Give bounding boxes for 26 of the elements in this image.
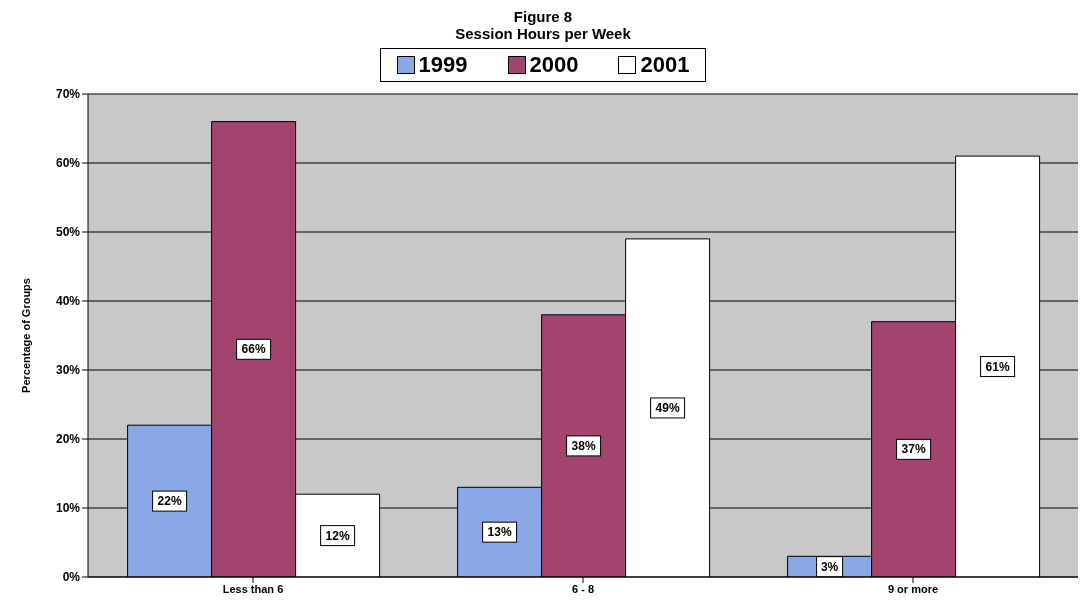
data-label: 12% [325, 528, 350, 543]
y-tick-label: 20% [55, 432, 81, 447]
y-tick-label: 10% [55, 501, 81, 516]
legend-label: 1999 [418, 52, 468, 78]
y-tick-label: 0% [62, 570, 81, 585]
x-tick-label: 6 - 8 [571, 582, 595, 595]
legend-label: 2000 [529, 52, 579, 78]
y-axis-title: Percentage of Groups [19, 278, 32, 393]
data-label: 37% [901, 442, 926, 457]
data-label: 3% [820, 559, 839, 574]
y-tick-label: 30% [55, 363, 81, 378]
data-label: 49% [655, 400, 680, 415]
data-label: 22% [157, 494, 182, 509]
x-tick-label: Less than 6 [222, 582, 284, 595]
data-label: 38% [571, 438, 596, 453]
y-tick-label: 60% [55, 156, 81, 171]
data-label: 66% [241, 342, 266, 357]
chart-title: Figure 8 [512, 8, 574, 25]
data-label: 13% [487, 525, 512, 540]
data-label: 61% [985, 359, 1010, 374]
y-tick-label: 70% [55, 87, 81, 102]
y-tick-label: 50% [55, 225, 81, 240]
chart-subtitle: Session Hours per Week [454, 25, 632, 42]
x-tick-label: 9 or more [887, 582, 939, 595]
y-tick-label: 40% [55, 294, 81, 309]
legend-label: 2001 [640, 52, 690, 78]
